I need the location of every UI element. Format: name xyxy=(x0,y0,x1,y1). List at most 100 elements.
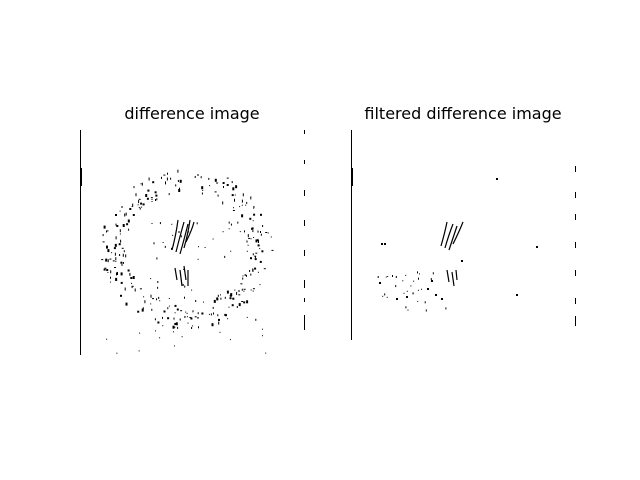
speckle xyxy=(213,299,216,303)
speckle xyxy=(262,335,263,337)
speckle xyxy=(138,350,140,352)
speckle xyxy=(195,300,197,302)
speckle xyxy=(265,232,268,233)
speckle xyxy=(238,303,241,307)
speckle xyxy=(219,331,221,333)
speckle xyxy=(260,231,261,233)
speckle xyxy=(201,192,203,195)
speckle xyxy=(197,174,199,176)
speckle xyxy=(231,194,234,197)
speckle xyxy=(200,176,202,179)
speckle xyxy=(124,213,126,217)
speckle xyxy=(163,310,166,313)
speckle xyxy=(229,295,232,297)
speckle xyxy=(107,271,109,273)
speckle xyxy=(118,243,121,246)
filtered-image-edge-lines xyxy=(351,130,576,340)
speckle xyxy=(377,276,379,278)
speckle xyxy=(224,255,226,258)
speckle xyxy=(184,316,186,318)
speckle xyxy=(141,206,143,208)
speckle xyxy=(265,352,267,354)
speckle xyxy=(127,269,130,272)
speckle xyxy=(247,244,249,246)
speckle xyxy=(218,318,220,321)
filtered-image-center-strokes xyxy=(440,221,464,287)
speckle xyxy=(115,223,117,226)
speckle xyxy=(198,326,199,329)
speckle xyxy=(197,317,199,319)
speckle xyxy=(157,321,160,324)
speckle xyxy=(242,193,244,197)
speckle xyxy=(226,184,229,186)
speckle xyxy=(381,243,383,245)
speckle xyxy=(208,313,210,315)
speckle xyxy=(173,331,174,333)
speckle xyxy=(151,201,153,202)
speckle xyxy=(131,286,133,289)
speckle xyxy=(185,311,187,313)
speckle xyxy=(194,316,197,318)
speckle xyxy=(151,308,153,311)
speckle xyxy=(402,280,404,282)
speckle xyxy=(114,252,116,256)
speckle xyxy=(253,206,255,208)
speckle xyxy=(107,249,110,253)
speckle xyxy=(214,191,217,193)
speckle xyxy=(171,247,172,250)
speckle xyxy=(257,230,259,233)
speckle xyxy=(228,228,230,230)
speckle xyxy=(244,274,246,276)
speckle xyxy=(161,176,162,179)
speckle xyxy=(261,250,264,253)
speckle xyxy=(119,210,121,212)
speckle xyxy=(174,304,177,307)
speckle xyxy=(379,282,381,284)
speckle xyxy=(252,288,255,290)
speckle xyxy=(257,271,259,273)
speckle xyxy=(162,316,163,319)
speckle xyxy=(250,196,252,200)
speckle xyxy=(230,250,232,252)
speckle xyxy=(385,276,387,278)
speckle xyxy=(246,300,249,304)
speckle xyxy=(246,274,247,277)
speckle xyxy=(223,186,224,188)
speckle xyxy=(152,181,155,184)
speckle xyxy=(217,194,219,197)
difference-image-panel xyxy=(80,130,306,356)
speckle xyxy=(198,246,199,248)
speckle xyxy=(133,186,135,189)
speckle xyxy=(106,230,107,233)
speckle xyxy=(172,325,175,329)
speckle xyxy=(123,250,125,253)
speckle xyxy=(445,307,447,310)
speckle xyxy=(109,258,112,260)
speckle xyxy=(243,288,246,290)
speckle xyxy=(259,260,262,263)
speckle xyxy=(226,290,229,294)
speckle xyxy=(115,257,117,261)
speckle xyxy=(105,258,108,262)
speckle xyxy=(178,231,180,233)
speckle xyxy=(236,306,238,308)
speckle xyxy=(113,247,116,250)
speckle xyxy=(103,268,106,271)
speckle xyxy=(132,214,135,216)
speckle xyxy=(229,297,232,300)
speckle xyxy=(129,208,132,210)
speckle xyxy=(407,309,409,311)
speckle xyxy=(235,185,238,189)
speckle xyxy=(405,306,407,309)
speckle xyxy=(242,275,244,277)
speckle xyxy=(224,313,227,316)
speckle xyxy=(168,298,170,299)
speckle xyxy=(131,285,134,287)
speckle xyxy=(425,309,427,312)
speckle xyxy=(382,295,384,297)
speckle xyxy=(241,301,244,302)
speckle xyxy=(176,308,179,311)
speckle xyxy=(220,297,222,300)
speckle xyxy=(212,238,214,240)
speckle xyxy=(227,318,229,320)
